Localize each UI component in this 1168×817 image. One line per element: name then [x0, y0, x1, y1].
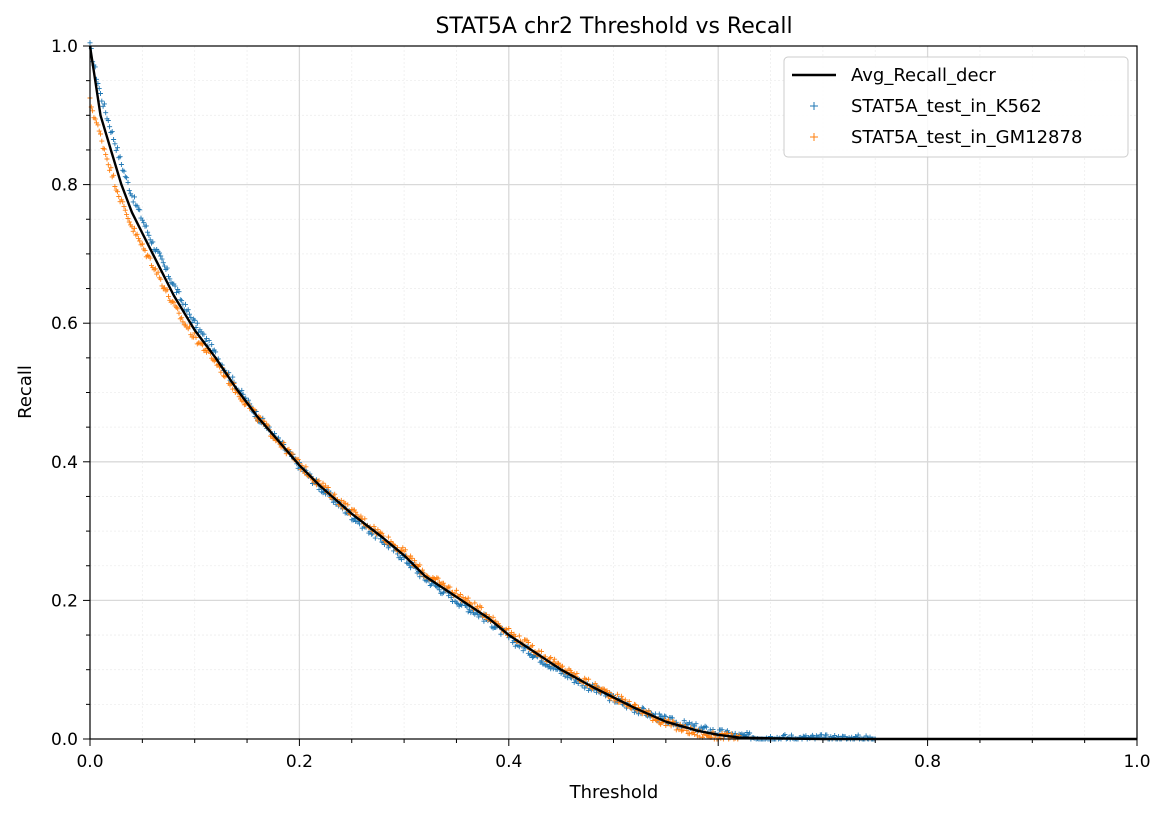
x-tick-label: 0.4 — [495, 752, 522, 772]
legend-swatch-stat5a-test-in-gm12878 — [810, 133, 818, 141]
legend-label-stat5a-test-in-k562: STAT5A_test_in_K562 — [851, 96, 1042, 117]
series-line-avg-recall-decr — [88, 45, 1137, 741]
x-tick-label: 0.0 — [76, 752, 103, 772]
legend-label-stat5a-test-in-gm12878: STAT5A_test_in_GM12878 — [851, 127, 1082, 148]
ticks — [83, 45, 1138, 746]
minor-grid — [90, 46, 1137, 739]
legend-label-avg-recall-decr: Avg_Recall_decr — [851, 65, 996, 86]
x-axis-label: Threshold — [569, 782, 659, 803]
x-tick-label: 0.8 — [914, 752, 941, 772]
plot-area: 0.0 0.2 0.4 0.6 0.8 1.0 0.0 0.2 0.4 0.6 0.8 1.0 — [51, 37, 1151, 772]
y-tick-label: 0.8 — [51, 176, 78, 196]
y-tick-label: 1.0 — [51, 37, 78, 57]
y-tick-label: 0.0 — [51, 730, 78, 750]
legend-swatch-stat5a-test-in-k562 — [810, 102, 818, 110]
y-axis-label: Recall — [15, 365, 36, 419]
x-tick-label: 0.2 — [286, 752, 313, 772]
chart-title: STAT5A chr2 Threshold vs Recall — [435, 14, 792, 39]
y-tick-label: 0.4 — [51, 453, 78, 473]
y-tick-label: 0.2 — [51, 591, 78, 611]
y-tick-label: 0.6 — [51, 314, 78, 334]
legend-box — [783, 56, 1129, 158]
legend: Avg_Recall_decr STAT5A_test_in_K562 STAT5A… — [783, 56, 1129, 158]
major-grid — [90, 46, 1137, 739]
x-tick-label: 1.0 — [1123, 752, 1150, 772]
x-tick-label: 0.6 — [705, 752, 732, 772]
